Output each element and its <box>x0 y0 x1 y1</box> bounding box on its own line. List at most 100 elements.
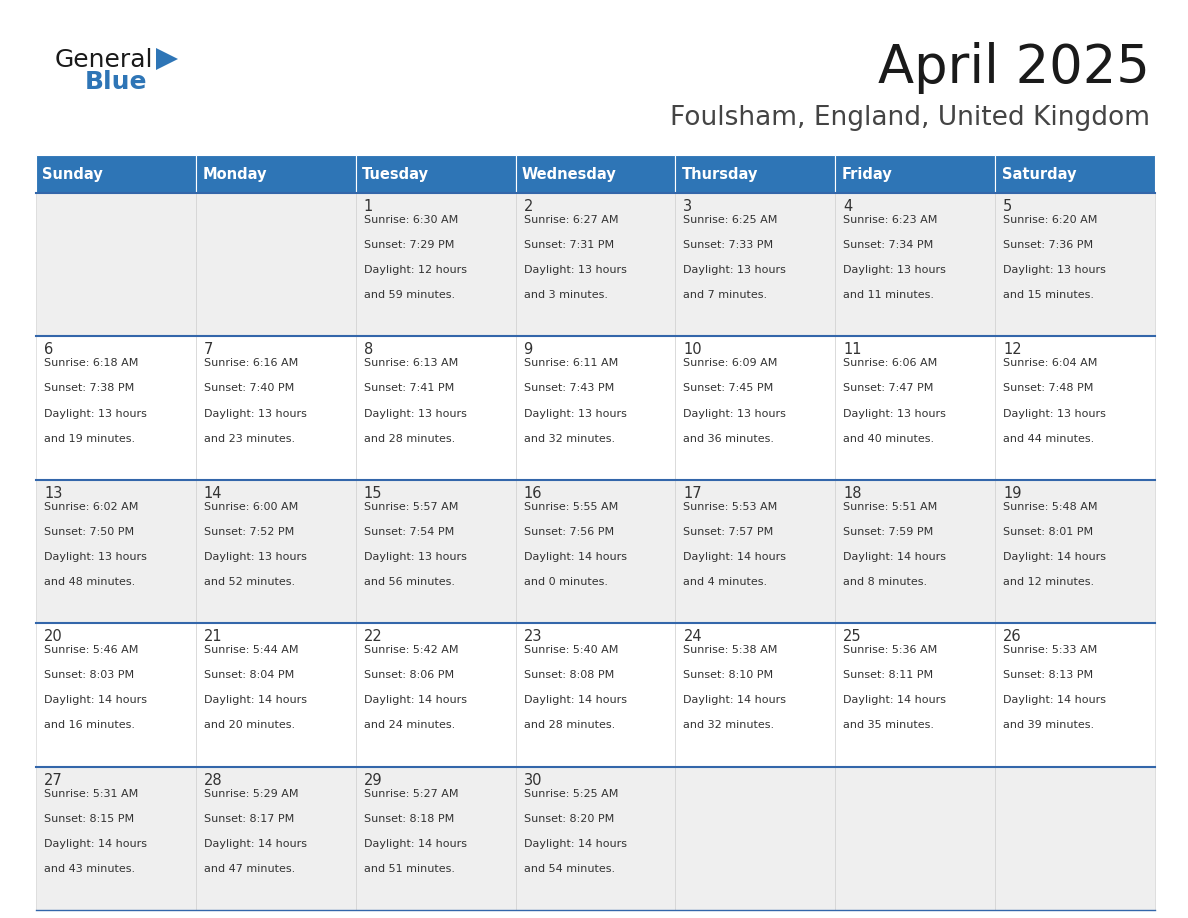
Bar <box>36 767 196 910</box>
Text: 18: 18 <box>843 486 861 501</box>
Bar <box>355 336 516 480</box>
Text: Sunrise: 5:40 AM: Sunrise: 5:40 AM <box>524 645 618 655</box>
Text: Daylight: 14 hours: Daylight: 14 hours <box>843 552 947 562</box>
Text: 24: 24 <box>683 629 702 644</box>
Text: Daylight: 13 hours: Daylight: 13 hours <box>683 409 786 419</box>
Text: Sunrise: 6:16 AM: Sunrise: 6:16 AM <box>204 358 298 368</box>
Text: Sunset: 7:34 PM: Sunset: 7:34 PM <box>843 241 934 250</box>
Text: 30: 30 <box>524 773 542 788</box>
Text: and 7 minutes.: and 7 minutes. <box>683 290 767 300</box>
Text: Daylight: 14 hours: Daylight: 14 hours <box>683 552 786 562</box>
Text: Sunrise: 5:31 AM: Sunrise: 5:31 AM <box>44 789 138 799</box>
Bar <box>36 623 196 767</box>
Bar <box>835 193 996 336</box>
Text: Sunset: 7:57 PM: Sunset: 7:57 PM <box>683 527 773 537</box>
Text: Sunrise: 5:55 AM: Sunrise: 5:55 AM <box>524 502 618 512</box>
Text: Sunset: 8:18 PM: Sunset: 8:18 PM <box>364 813 454 823</box>
Text: and 28 minutes.: and 28 minutes. <box>524 721 615 731</box>
Text: Sunrise: 5:27 AM: Sunrise: 5:27 AM <box>364 789 459 799</box>
Text: and 59 minutes.: and 59 minutes. <box>364 290 455 300</box>
Text: and 43 minutes.: and 43 minutes. <box>44 864 135 874</box>
Text: Sunrise: 6:00 AM: Sunrise: 6:00 AM <box>204 502 298 512</box>
Text: 6: 6 <box>44 342 53 357</box>
Text: Daylight: 14 hours: Daylight: 14 hours <box>524 552 626 562</box>
Text: and 35 minutes.: and 35 minutes. <box>843 721 934 731</box>
Bar <box>36 336 196 480</box>
Text: 23: 23 <box>524 629 542 644</box>
Text: Daylight: 13 hours: Daylight: 13 hours <box>524 265 626 275</box>
Text: Sunrise: 5:29 AM: Sunrise: 5:29 AM <box>204 789 298 799</box>
Text: Sunrise: 5:51 AM: Sunrise: 5:51 AM <box>843 502 937 512</box>
Text: Daylight: 14 hours: Daylight: 14 hours <box>524 696 626 705</box>
Bar <box>516 155 676 193</box>
Text: Sunset: 7:43 PM: Sunset: 7:43 PM <box>524 384 614 394</box>
Bar <box>196 767 355 910</box>
Text: 1: 1 <box>364 199 373 214</box>
Text: Sunset: 8:17 PM: Sunset: 8:17 PM <box>204 813 295 823</box>
Text: Daylight: 13 hours: Daylight: 13 hours <box>204 409 307 419</box>
Text: Saturday: Saturday <box>1001 166 1076 182</box>
Text: Daylight: 14 hours: Daylight: 14 hours <box>204 696 307 705</box>
Text: Sunset: 7:50 PM: Sunset: 7:50 PM <box>44 527 134 537</box>
Bar <box>996 155 1155 193</box>
Text: and 47 minutes.: and 47 minutes. <box>204 864 295 874</box>
Text: Sunrise: 6:23 AM: Sunrise: 6:23 AM <box>843 215 937 225</box>
Text: 13: 13 <box>44 486 62 501</box>
Text: 16: 16 <box>524 486 542 501</box>
Bar <box>196 193 355 336</box>
Bar <box>355 623 516 767</box>
Bar <box>676 155 835 193</box>
Text: Daylight: 14 hours: Daylight: 14 hours <box>364 696 467 705</box>
Bar <box>835 336 996 480</box>
Text: Daylight: 14 hours: Daylight: 14 hours <box>204 839 307 849</box>
Text: Sunrise: 6:25 AM: Sunrise: 6:25 AM <box>683 215 778 225</box>
Text: 22: 22 <box>364 629 383 644</box>
Text: Sunset: 7:45 PM: Sunset: 7:45 PM <box>683 384 773 394</box>
Text: Daylight: 13 hours: Daylight: 13 hours <box>44 552 147 562</box>
Bar <box>355 155 516 193</box>
Text: 8: 8 <box>364 342 373 357</box>
Text: 12: 12 <box>1003 342 1022 357</box>
Text: 7: 7 <box>204 342 213 357</box>
Text: Daylight: 13 hours: Daylight: 13 hours <box>204 552 307 562</box>
Text: and 52 minutes.: and 52 minutes. <box>204 577 295 588</box>
Text: Sunset: 7:40 PM: Sunset: 7:40 PM <box>204 384 295 394</box>
Text: 14: 14 <box>204 486 222 501</box>
Text: and 20 minutes.: and 20 minutes. <box>204 721 295 731</box>
Text: Sunset: 8:08 PM: Sunset: 8:08 PM <box>524 670 614 680</box>
Text: and 48 minutes.: and 48 minutes. <box>44 577 135 588</box>
Text: Sunrise: 5:38 AM: Sunrise: 5:38 AM <box>683 645 778 655</box>
Text: and 19 minutes.: and 19 minutes. <box>44 433 135 443</box>
Text: and 28 minutes.: and 28 minutes. <box>364 433 455 443</box>
Bar <box>355 193 516 336</box>
Text: and 36 minutes.: and 36 minutes. <box>683 433 775 443</box>
Bar <box>676 336 835 480</box>
Text: and 56 minutes.: and 56 minutes. <box>364 577 455 588</box>
Text: Sunset: 8:03 PM: Sunset: 8:03 PM <box>44 670 134 680</box>
Text: Sunrise: 5:53 AM: Sunrise: 5:53 AM <box>683 502 778 512</box>
Text: Sunrise: 6:02 AM: Sunrise: 6:02 AM <box>44 502 138 512</box>
Text: Daylight: 13 hours: Daylight: 13 hours <box>683 265 786 275</box>
Bar <box>676 623 835 767</box>
Text: and 24 minutes.: and 24 minutes. <box>364 721 455 731</box>
Text: Daylight: 13 hours: Daylight: 13 hours <box>843 265 946 275</box>
Bar <box>36 193 196 336</box>
Text: 21: 21 <box>204 629 222 644</box>
Text: Sunrise: 6:11 AM: Sunrise: 6:11 AM <box>524 358 618 368</box>
Text: 10: 10 <box>683 342 702 357</box>
Text: 4: 4 <box>843 199 853 214</box>
Text: Sunset: 7:41 PM: Sunset: 7:41 PM <box>364 384 454 394</box>
Text: 2: 2 <box>524 199 533 214</box>
Bar <box>835 155 996 193</box>
Text: 19: 19 <box>1003 486 1022 501</box>
Bar <box>36 480 196 623</box>
Text: and 32 minutes.: and 32 minutes. <box>524 433 614 443</box>
Text: and 23 minutes.: and 23 minutes. <box>204 433 295 443</box>
Text: Sunrise: 6:30 AM: Sunrise: 6:30 AM <box>364 215 457 225</box>
Text: and 16 minutes.: and 16 minutes. <box>44 721 135 731</box>
Text: Daylight: 14 hours: Daylight: 14 hours <box>843 696 947 705</box>
Bar <box>355 480 516 623</box>
Text: Sunrise: 5:46 AM: Sunrise: 5:46 AM <box>44 645 138 655</box>
Text: Sunrise: 6:13 AM: Sunrise: 6:13 AM <box>364 358 457 368</box>
Polygon shape <box>156 48 178 70</box>
